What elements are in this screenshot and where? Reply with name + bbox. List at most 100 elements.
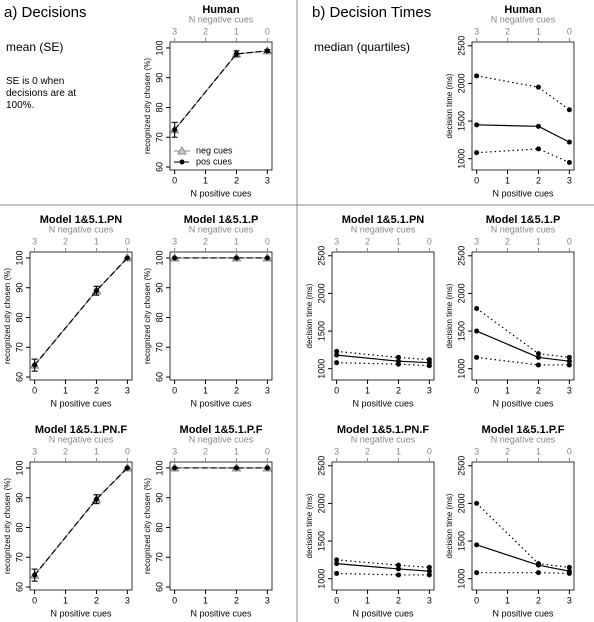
x2-tick-label: 2 bbox=[365, 446, 370, 456]
y-axis-label: decision time (ms) bbox=[445, 73, 454, 138]
y-tick-label: 100 bbox=[154, 40, 164, 55]
x-tick-label: 3 bbox=[567, 385, 572, 395]
x2-tick-label: 3 bbox=[32, 446, 37, 456]
x2-tick-label: 2 bbox=[63, 236, 68, 246]
x2-tick-label: 3 bbox=[474, 446, 479, 456]
series-line bbox=[476, 307, 570, 359]
x-tick-label: 0 bbox=[32, 595, 37, 605]
section-label: b) Decision Times bbox=[312, 4, 432, 21]
series-line bbox=[476, 572, 570, 575]
y-tick-label: 2000 bbox=[316, 493, 326, 513]
x-axis-label: N positive cues bbox=[50, 608, 112, 618]
series-line bbox=[34, 467, 128, 576]
marker bbox=[233, 255, 239, 261]
x2-tick-label: 0 bbox=[125, 446, 130, 456]
chart-title: Model 1&5.1.PN bbox=[342, 214, 425, 226]
series-line bbox=[34, 467, 128, 576]
x-tick-label: 2 bbox=[234, 175, 239, 185]
x-tick-label: 1 bbox=[365, 385, 370, 395]
marker bbox=[93, 496, 99, 502]
x-tick-label: 1 bbox=[63, 595, 68, 605]
plot-frame bbox=[29, 251, 133, 381]
x-axis-label: N positive cues bbox=[190, 398, 252, 408]
y-tick-label: 1000 bbox=[316, 569, 326, 589]
y-axis-label: recognized city chosen (%) bbox=[3, 478, 12, 574]
y-tick-label: 90 bbox=[154, 283, 164, 293]
x2-tick-label: 3 bbox=[334, 446, 339, 456]
chart-title: Model 1&5.1.P.F bbox=[482, 424, 565, 436]
section-label: a) Decisions bbox=[4, 4, 87, 21]
x-tick-label: 3 bbox=[567, 595, 572, 605]
x2-tick-label: 1 bbox=[536, 446, 541, 456]
y-tick-label: 70 bbox=[154, 342, 164, 352]
x2-tick-label: 1 bbox=[94, 236, 99, 246]
y-tick-label: 90 bbox=[154, 73, 164, 83]
x-tick-label: 3 bbox=[125, 595, 130, 605]
x-axis-label: N positive cues bbox=[190, 188, 252, 198]
y-tick-label: 100 bbox=[14, 250, 24, 265]
x2-tick-label: 1 bbox=[94, 446, 99, 456]
y-tick-label: 1000 bbox=[456, 359, 466, 379]
y-tick-label: 60 bbox=[154, 582, 164, 592]
y-tick-label: 80 bbox=[154, 102, 164, 112]
y-tick-label: 90 bbox=[154, 493, 164, 503]
marker bbox=[426, 572, 432, 578]
marker bbox=[32, 362, 38, 368]
marker bbox=[334, 348, 340, 354]
y-axis-label: recognized city chosen (%) bbox=[143, 268, 152, 364]
marker bbox=[264, 465, 270, 471]
x-tick-label: 0 bbox=[474, 385, 479, 395]
marker bbox=[535, 570, 541, 576]
x-tick-label: 3 bbox=[265, 595, 270, 605]
marker bbox=[233, 465, 239, 471]
y-tick-label: 2500 bbox=[456, 456, 466, 476]
x2-tick-label: 0 bbox=[265, 26, 270, 36]
series-line bbox=[476, 75, 570, 111]
x2-tick-label: 0 bbox=[567, 236, 572, 246]
series-line bbox=[336, 572, 430, 576]
marker bbox=[395, 361, 401, 367]
x-tick-label: 1 bbox=[505, 385, 510, 395]
marker bbox=[334, 352, 340, 358]
x-tick-label: 1 bbox=[203, 385, 208, 395]
y-tick-label: 90 bbox=[14, 283, 24, 293]
y-tick-label: 1500 bbox=[456, 111, 466, 131]
x-tick-label: 3 bbox=[427, 595, 432, 605]
marker bbox=[474, 305, 480, 311]
x-tick-label: 1 bbox=[63, 385, 68, 395]
y-tick-label: 80 bbox=[154, 522, 164, 532]
marker bbox=[32, 572, 38, 578]
y-tick-label: 2000 bbox=[316, 283, 326, 303]
marker bbox=[566, 354, 572, 360]
x2-axis-label: N negative cues bbox=[49, 434, 114, 444]
x-tick-label: 0 bbox=[172, 595, 177, 605]
x-tick-label: 0 bbox=[474, 175, 479, 185]
subtitle: mean (SE) bbox=[6, 40, 64, 54]
plot-frame bbox=[331, 251, 435, 381]
x-tick-label: 1 bbox=[203, 595, 208, 605]
marker bbox=[334, 557, 340, 563]
x-tick-label: 2 bbox=[396, 595, 401, 605]
marker bbox=[566, 570, 572, 576]
chart-title: Model 1&5.1.P bbox=[184, 214, 259, 226]
x-tick-label: 1 bbox=[505, 175, 510, 185]
x-axis-label: N positive cues bbox=[352, 608, 414, 618]
marker bbox=[566, 159, 572, 165]
series-line bbox=[336, 563, 430, 572]
marker bbox=[474, 122, 480, 128]
x2-tick-label: 0 bbox=[427, 236, 432, 246]
marker bbox=[566, 107, 572, 113]
marker bbox=[535, 562, 541, 568]
x2-tick-label: 0 bbox=[427, 446, 432, 456]
y-axis-label: decision time (ms) bbox=[445, 493, 454, 558]
marker bbox=[474, 328, 480, 334]
x-tick-label: 3 bbox=[427, 385, 432, 395]
y-tick-label: 80 bbox=[154, 312, 164, 322]
x2-tick-label: 1 bbox=[396, 236, 401, 246]
x-axis-label: N positive cues bbox=[492, 398, 554, 408]
x2-axis-label: N negative cues bbox=[351, 224, 416, 234]
marker bbox=[535, 362, 541, 368]
x-axis-label: N positive cues bbox=[352, 398, 414, 408]
x2-tick-label: 3 bbox=[172, 446, 177, 456]
series-line bbox=[476, 502, 570, 569]
